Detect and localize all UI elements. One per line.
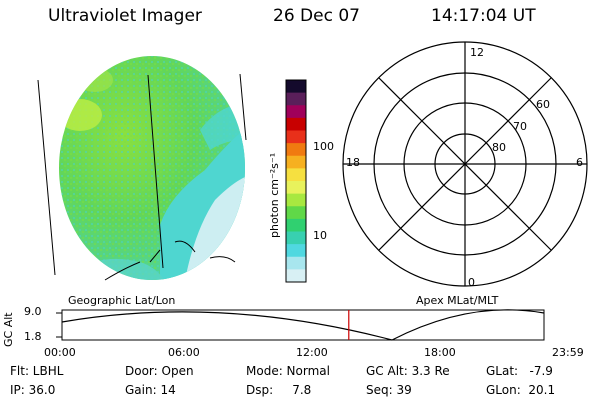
timeline-xtick-0600: 06:00: [168, 346, 200, 359]
colorbar-swatch: [286, 206, 306, 220]
timeline-ytick-1-8: 1.8: [24, 330, 42, 343]
info-gain: Gain: 14: [125, 383, 176, 397]
colorbar-swatch: [286, 193, 306, 207]
info-glat: GLat: -7.9: [486, 364, 553, 378]
observation-date: 26 Dec 07: [273, 6, 360, 26]
info-gc-alt: GC Alt: 3.3 Re: [366, 364, 450, 378]
colorbar-swatch: [286, 256, 306, 270]
colorbar-swatch: [286, 92, 306, 106]
info-dsp: Dsp: 7.8: [246, 383, 312, 397]
colorbar-swatch: [286, 117, 306, 131]
colorbar-tick-100: 100: [313, 140, 334, 153]
colorbar-swatch: [286, 130, 306, 144]
timeline-xtick-2359: 23:59: [552, 346, 584, 359]
polar-label-6: 6: [576, 156, 583, 169]
colorbar-tick-10: 10: [313, 229, 327, 242]
timeline-ytick-9: 9.0: [24, 305, 42, 318]
uv-disk-image: [37, 56, 247, 281]
colorbar-swatch: [286, 269, 306, 283]
colorbar-unit-label: photon cm⁻²s⁻¹: [268, 152, 281, 238]
colorbar-swatch: [286, 80, 306, 94]
color-bar: [285, 79, 307, 283]
polar-lat-80: 80: [492, 141, 506, 154]
colorbar-frame: [285, 79, 307, 283]
polar-label-18: 18: [346, 156, 360, 169]
timeline-xtick-0000: 00:00: [44, 346, 76, 359]
instrument-title: Ultraviolet Imager: [48, 6, 202, 26]
colorbar-swatch: [286, 168, 306, 182]
colorbar-swatch: [286, 143, 306, 157]
info-door: Door: Open: [125, 364, 194, 378]
timeline-xtick-1800: 18:00: [424, 346, 456, 359]
colorbar-swatch: [286, 218, 306, 232]
info-ip: IP: 36.0: [10, 383, 56, 397]
colorbar-swatch: [286, 244, 306, 258]
polar-label-0: 0: [468, 276, 475, 289]
observation-time: 14:17:04 UT: [431, 6, 536, 26]
polar-lat-60: 60: [536, 98, 550, 111]
timeline-left-label: Geographic Lat/Lon: [68, 294, 176, 307]
timeline-xtick-1200: 12:00: [296, 346, 328, 359]
colorbar-swatch: [286, 181, 306, 195]
polar-plot: [342, 41, 588, 287]
colorbar-swatch: [286, 105, 306, 119]
timeline-ylabel: GC Alt: [2, 312, 15, 347]
info-filter: Flt: LBHL: [10, 364, 64, 378]
info-glon: GLon: 20.1: [486, 383, 556, 397]
polar-lat-70: 70: [513, 120, 527, 133]
info-seq: Seq: 39: [366, 383, 412, 397]
altitude-timeline: [56, 309, 545, 341]
polar-label-12: 12: [470, 46, 484, 59]
colorbar-swatch: [286, 231, 306, 245]
colorbar-swatch: [286, 155, 306, 169]
timeline-right-label: Apex MLat/MLT: [416, 294, 499, 307]
info-mode: Mode: Normal: [246, 364, 330, 378]
